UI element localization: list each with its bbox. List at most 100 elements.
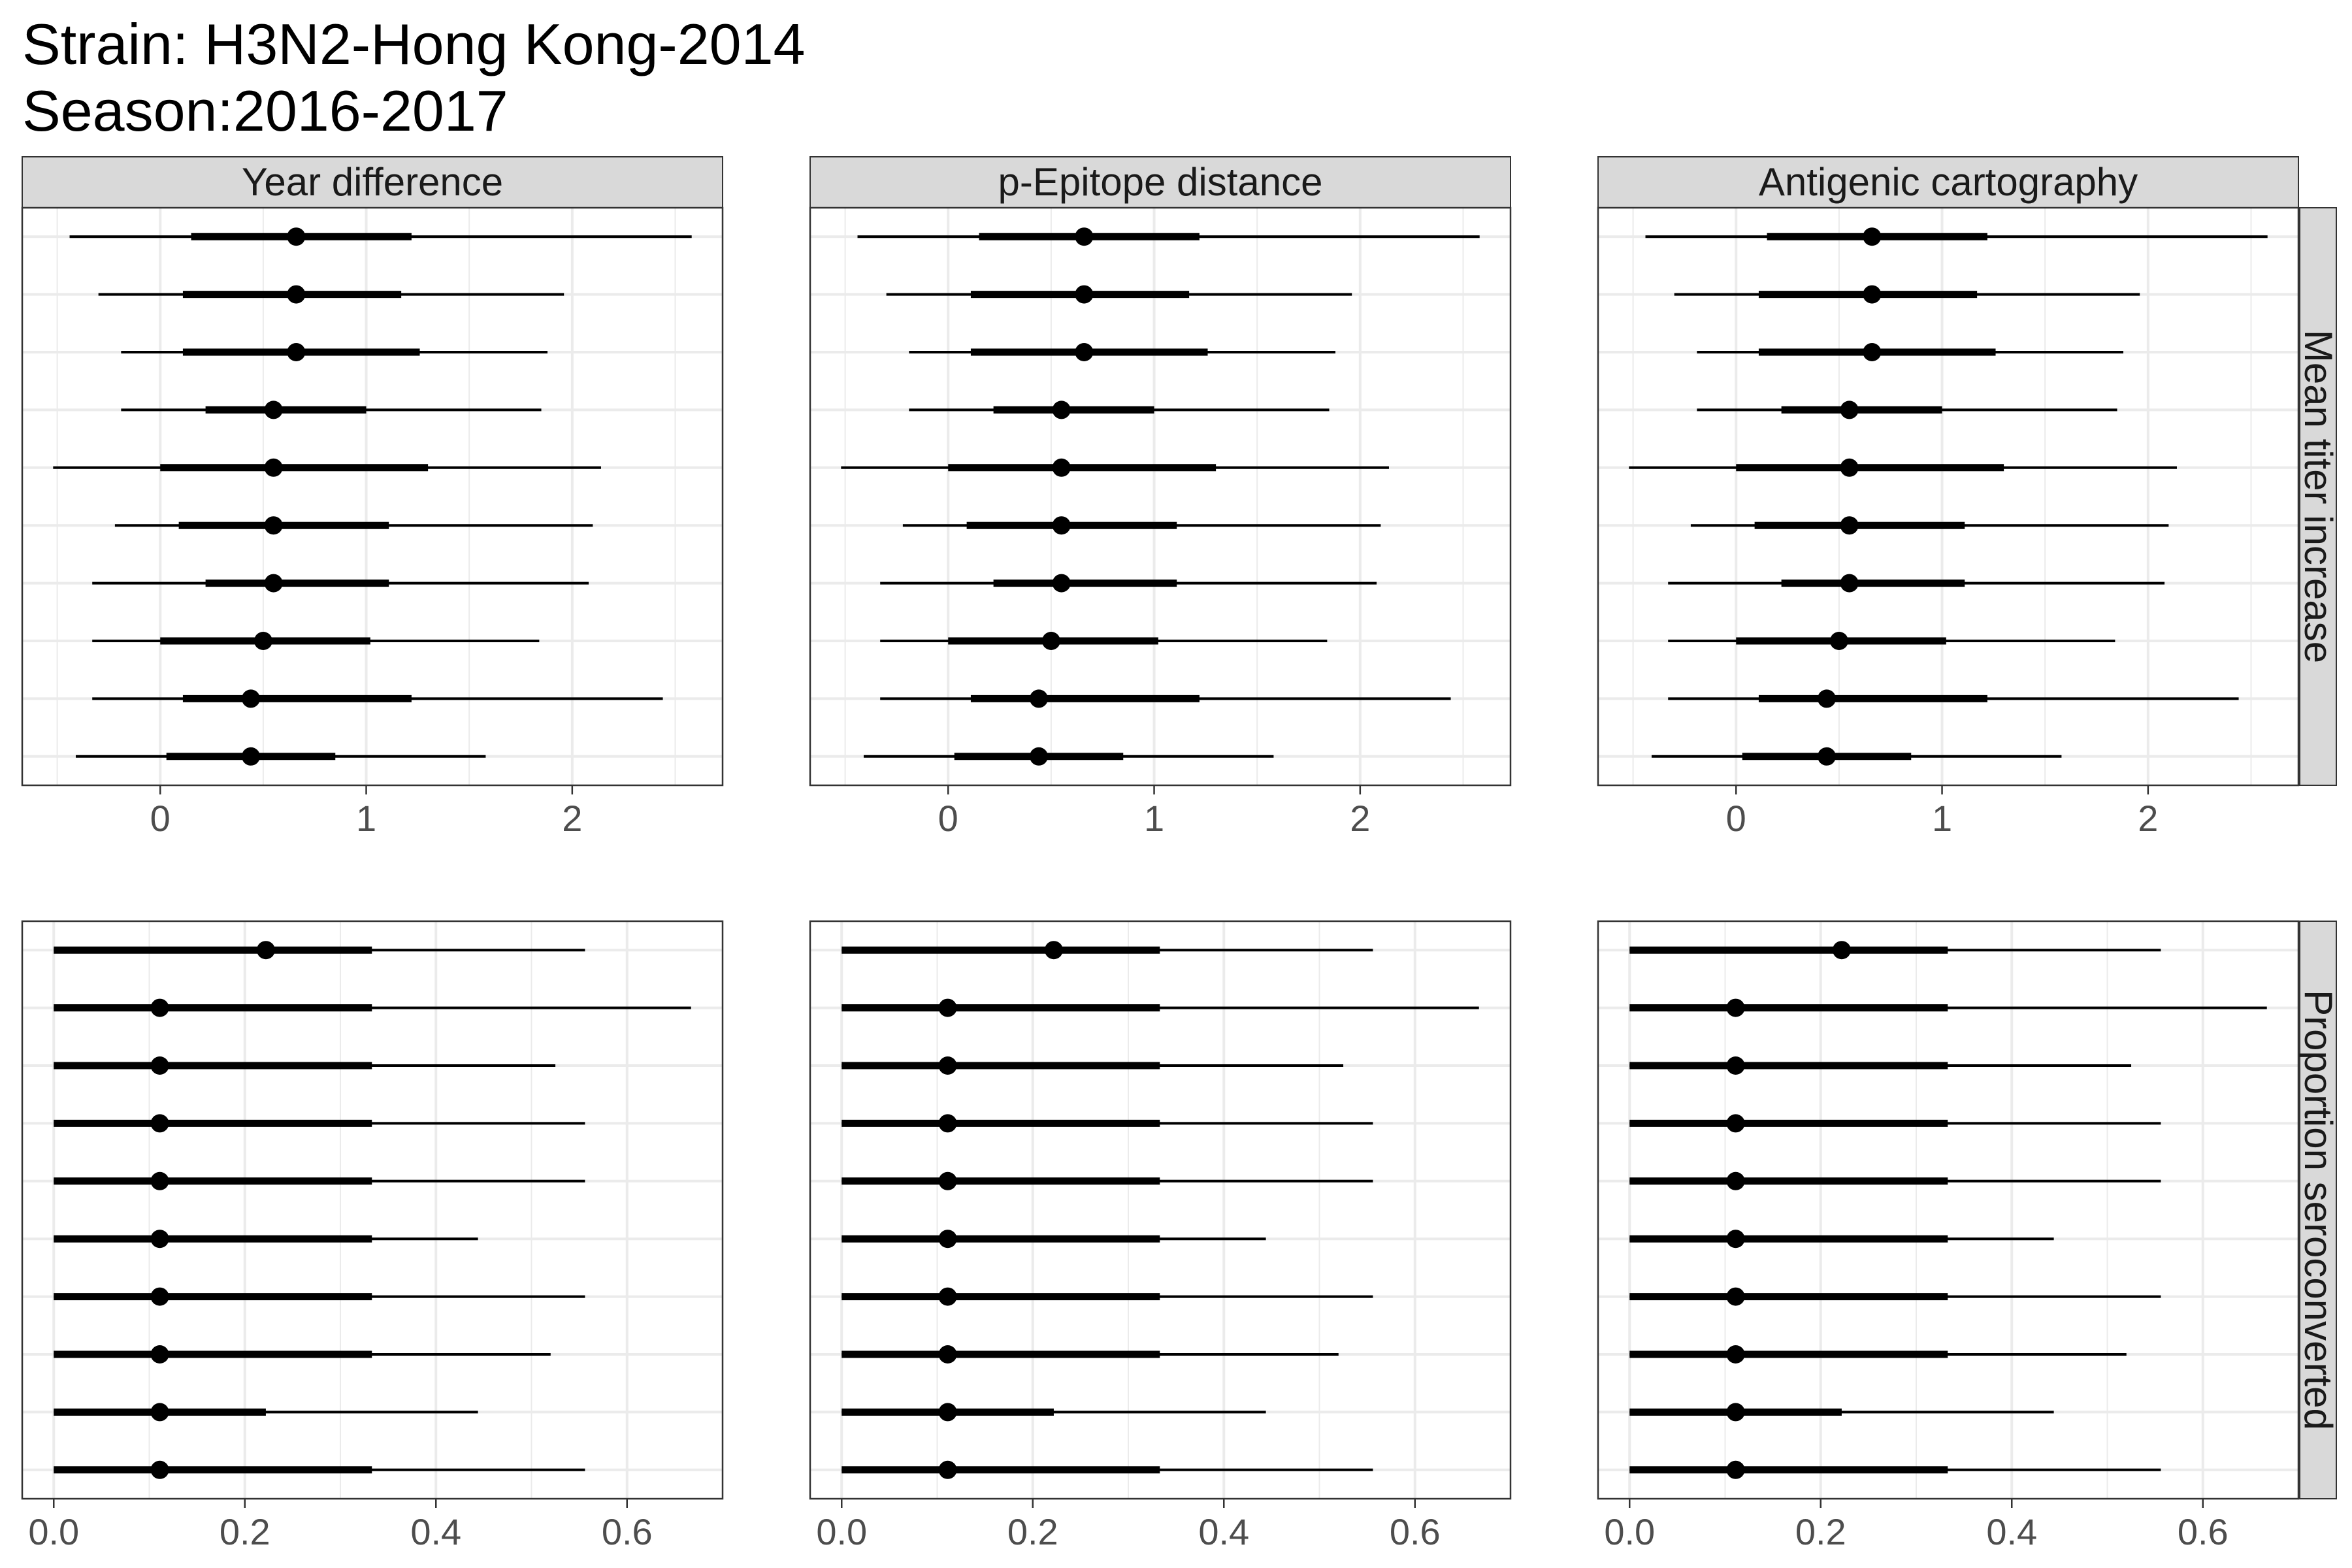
panel-border <box>1597 920 2300 1500</box>
point-estimate <box>938 1114 957 1133</box>
point-estimate <box>1829 632 1848 650</box>
chart-title-season: Season:2016-2017 <box>22 78 508 143</box>
point-estimate <box>287 343 306 361</box>
panel-border <box>1597 206 2300 787</box>
point-estimate <box>938 1345 957 1364</box>
axis-tick-label: 2 <box>2138 798 2158 839</box>
facet-strip-row-label: Proportion seroconverted <box>2296 990 2340 1430</box>
point-estimate <box>1817 689 1836 708</box>
point-estimate <box>1052 574 1071 593</box>
point-estimate <box>287 227 306 246</box>
point-estimate <box>1726 998 1745 1017</box>
chart-title-strain: Strain: H3N2-Hong Kong-2014 <box>22 12 806 76</box>
point-estimate <box>938 998 957 1017</box>
panel-background <box>22 208 723 785</box>
axis-tick-label: 0.4 <box>1198 1511 1249 1552</box>
point-estimate <box>1029 747 1048 766</box>
point-estimate <box>1052 400 1071 419</box>
axis-tick-label: 0.0 <box>816 1511 867 1552</box>
point-estimate <box>1840 516 1859 535</box>
point-estimate <box>938 1460 957 1479</box>
point-estimate <box>1832 941 1851 960</box>
point-estimate <box>1029 689 1048 708</box>
point-estimate <box>1726 1403 1745 1422</box>
point-estimate <box>150 1403 169 1422</box>
point-estimate <box>150 1114 169 1133</box>
point-estimate <box>1041 632 1060 650</box>
axis-tick-label: 1 <box>1932 798 1952 839</box>
point-estimate <box>264 458 283 477</box>
axis-tick-label: 0.2 <box>220 1511 270 1552</box>
facet-strip-label: Year difference <box>242 160 503 204</box>
point-estimate <box>1863 285 1882 304</box>
panel-border <box>809 920 1512 1500</box>
point-estimate <box>1817 747 1836 766</box>
facet-strip-row-label: Mean titer increase <box>2296 330 2340 663</box>
point-estimate <box>1075 343 1094 361</box>
point-estimate <box>264 516 283 535</box>
point-estimate <box>241 689 260 708</box>
facet-strip <box>1597 156 2299 208</box>
facet-strip <box>809 156 1511 208</box>
point-estimate <box>1840 458 1859 477</box>
point-estimate <box>938 1230 957 1249</box>
axis-tick-label: 2 <box>562 798 582 839</box>
panel-background <box>22 921 723 1499</box>
axis-tick-label: 0.2 <box>1795 1511 1846 1552</box>
point-estimate <box>1726 1460 1745 1479</box>
axis-tick-label: 0 <box>938 798 958 839</box>
point-estimate <box>1075 285 1094 304</box>
point-estimate <box>150 1171 169 1190</box>
panel-background <box>1598 208 2298 785</box>
point-estimate <box>1726 1287 1745 1306</box>
axis-tick-label: 0.0 <box>1604 1511 1655 1552</box>
point-estimate <box>241 747 260 766</box>
point-estimate <box>1840 400 1859 419</box>
facet-strip-row <box>2299 207 2337 786</box>
axis-tick-label: 1 <box>356 798 376 839</box>
axis-tick-label: 0.4 <box>1986 1511 2037 1552</box>
point-estimate <box>938 1171 957 1190</box>
axis-tick-label: 0 <box>150 798 171 839</box>
panel-background <box>810 208 1511 785</box>
axis-tick-label: 0 <box>1726 798 1746 839</box>
panel-background <box>810 921 1511 1499</box>
point-estimate <box>1863 343 1882 361</box>
panel-background <box>1598 921 2298 1499</box>
point-estimate <box>1863 227 1882 246</box>
axis-tick-label: 0.4 <box>410 1511 461 1552</box>
point-estimate <box>938 1403 957 1422</box>
point-estimate <box>253 632 272 650</box>
axis-tick-label: 0.6 <box>1390 1511 1441 1552</box>
point-estimate <box>1726 1056 1745 1075</box>
facet-strip-row <box>2299 921 2337 1499</box>
point-estimate <box>1726 1171 1745 1190</box>
panel-border <box>21 206 724 787</box>
panel-border <box>21 920 724 1500</box>
point-estimate <box>1840 574 1859 593</box>
point-estimate <box>150 1056 169 1075</box>
point-estimate <box>264 574 283 593</box>
point-estimate <box>1052 516 1071 535</box>
axis-tick-label: 0.6 <box>2178 1511 2229 1552</box>
point-estimate <box>1726 1114 1745 1133</box>
axis-tick-label: 1 <box>1144 798 1164 839</box>
point-estimate <box>150 998 169 1017</box>
point-estimate <box>150 1287 169 1306</box>
axis-tick-label: 2 <box>1350 798 1370 839</box>
point-estimate <box>938 1056 957 1075</box>
point-estimate <box>1044 941 1063 960</box>
axis-tick-label: 0.6 <box>602 1511 653 1552</box>
point-estimate <box>1075 227 1094 246</box>
point-estimate <box>938 1287 957 1306</box>
point-estimate <box>287 285 306 304</box>
point-estimate <box>150 1460 169 1479</box>
point-estimate <box>256 941 275 960</box>
point-estimate <box>1726 1345 1745 1364</box>
point-estimate <box>150 1230 169 1249</box>
facet-strip-label: p-Epitope distance <box>998 160 1323 204</box>
point-estimate <box>264 400 283 419</box>
axis-tick-label: 0.2 <box>1007 1511 1058 1552</box>
point-estimate <box>1726 1230 1745 1249</box>
